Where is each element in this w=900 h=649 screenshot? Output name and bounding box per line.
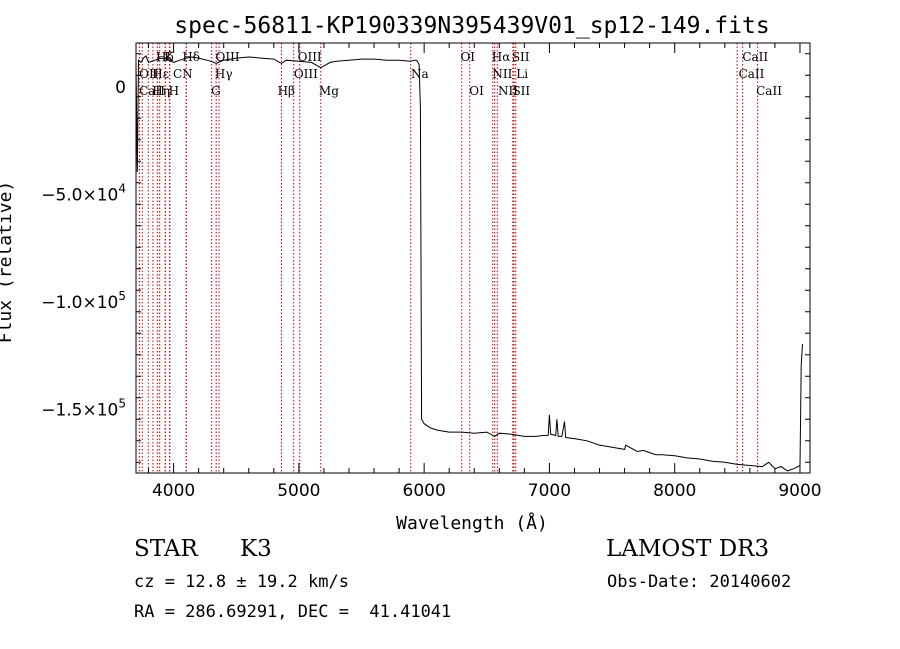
spectral-line-label: H — [169, 84, 179, 98]
plot-area: 4000 5000 6000 7000 8000 9000 0 −5.0×104 −1.0×10… — [41, 42, 822, 501]
spectral-line-label: Hδ — [182, 50, 200, 64]
spectral-line-label: Hη — [152, 84, 170, 98]
spectral-line-label: NII — [498, 84, 518, 98]
y-tick-label: −1.5×105 — [41, 397, 126, 421]
y-axis-label: Flux (relative) — [0, 181, 16, 344]
spectral-line-label: Mg — [319, 84, 339, 98]
obs-date: Obs-Date: 20140602 — [607, 572, 792, 592]
spectral-line-label: NII — [492, 67, 512, 81]
spectral-line-label: K — [164, 50, 174, 64]
spectral-line-label: CN — [173, 67, 193, 81]
spectral-line-label: G — [211, 84, 221, 98]
spectral-line-label: OIII — [294, 67, 318, 81]
spectral-line-label: Hε — [152, 67, 169, 81]
redshift-cz: cz = 12.8 ± 19.2 km/s — [134, 572, 349, 592]
plot-frame — [135, 42, 811, 474]
spectral-line-label: OI — [469, 84, 484, 98]
spectral-line-label: Na — [411, 67, 429, 81]
spectral-line-label: Hγ — [215, 67, 233, 81]
x-tick-label: 9000 — [778, 481, 821, 501]
spectral-line-label: CaII — [139, 84, 165, 98]
survey-name: LAMOST DR3 — [606, 536, 770, 562]
x-tick-label: 8000 — [653, 481, 696, 501]
spectral-line-label: Hα — [492, 50, 511, 64]
x-tick-label: 6000 — [403, 481, 446, 501]
spectrum-line — [135, 55, 803, 472]
spectral-line-label: CaII — [756, 84, 782, 98]
y-tick-label: −1.0×105 — [41, 289, 126, 313]
object-subclass: K3 — [240, 536, 272, 562]
spectral-line-label: CaII — [742, 50, 768, 64]
y-tick-label: 0 — [115, 78, 126, 98]
spectral-line-label: SII — [512, 84, 530, 98]
chart-title: spec-56811-KP190339N395439V01_sp12-149.f… — [174, 13, 769, 39]
spectral-line-label: Hδ — [156, 50, 174, 64]
coordinates: RA = 286.69291, DEC = 41.41041 — [134, 602, 452, 622]
x-tick-label: 5000 — [277, 481, 320, 501]
spectral-line-label: Li — [516, 67, 528, 81]
x-axis-label: Wavelength (Å) — [396, 512, 548, 534]
x-tick-label: 7000 — [528, 481, 571, 501]
spectral-line-label: Hβ — [278, 84, 295, 98]
spectral-line-label: OIII — [298, 50, 322, 64]
x-tick-label: 4000 — [152, 481, 195, 501]
object-class: STAR — [134, 536, 198, 562]
spectral-line-label: SII — [512, 50, 530, 64]
spectral-line-label: OII — [139, 67, 159, 81]
spectral-line-label: CaII — [739, 67, 765, 81]
spectral-line-label: OIII — [216, 50, 240, 64]
spectral-line-label: OI — [460, 50, 475, 64]
y-tick-label: −5.0×104 — [41, 182, 126, 206]
